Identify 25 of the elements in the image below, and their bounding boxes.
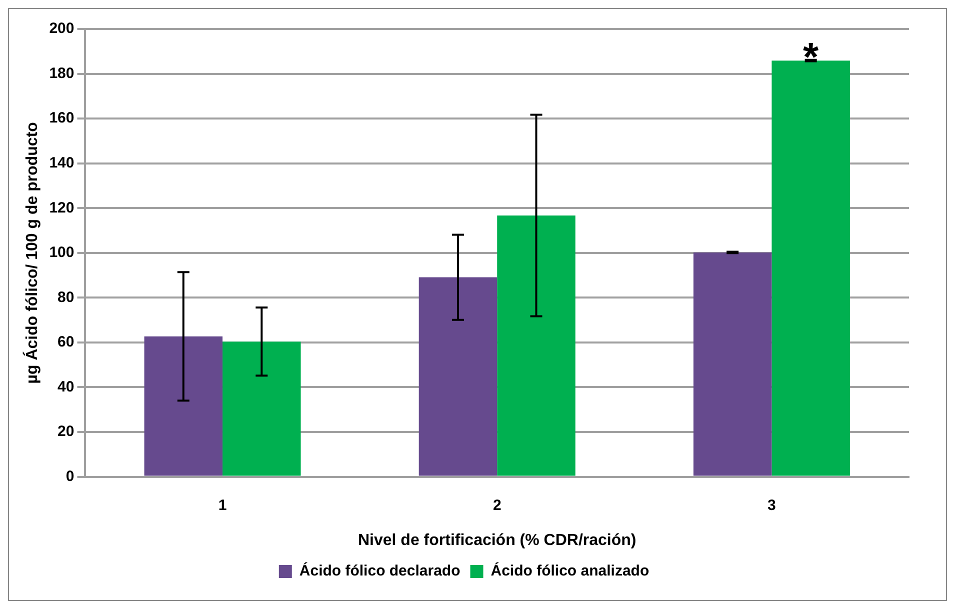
y-tick-label: 140	[49, 154, 74, 172]
legend-label: Ácido fólico analizado	[490, 562, 650, 580]
y-tick-label: 20	[58, 423, 74, 440]
annotation: *	[803, 35, 820, 80]
y-tick-label: 120	[49, 199, 74, 216]
bar	[693, 252, 772, 476]
x-axis-title: Nivel de fortificación (% CDR/ración)	[358, 532, 636, 549]
y-axis-title: µg Ácido fólico/ 100 g de producto	[22, 122, 42, 384]
bar	[222, 342, 301, 476]
bar	[418, 277, 498, 476]
bar	[497, 216, 576, 476]
y-tick-label: 40	[58, 378, 74, 396]
y-tick-label: 80	[58, 288, 74, 306]
y-tick-label: 180	[49, 64, 74, 82]
bar	[144, 336, 223, 476]
y-tick-label: 160	[49, 110, 74, 127]
legend-label: Ácido fólico declarado	[299, 562, 460, 580]
x-tick-label: 2	[492, 496, 502, 514]
y-tick-label: 60	[58, 334, 74, 351]
y-tick-label: 200	[49, 20, 74, 38]
x-tick-label: 1	[218, 496, 227, 514]
bar	[772, 60, 850, 476]
x-tick-label: 3	[768, 496, 776, 514]
y-tick-label: 100	[49, 244, 74, 262]
y-tick-label: 0	[66, 468, 74, 485]
